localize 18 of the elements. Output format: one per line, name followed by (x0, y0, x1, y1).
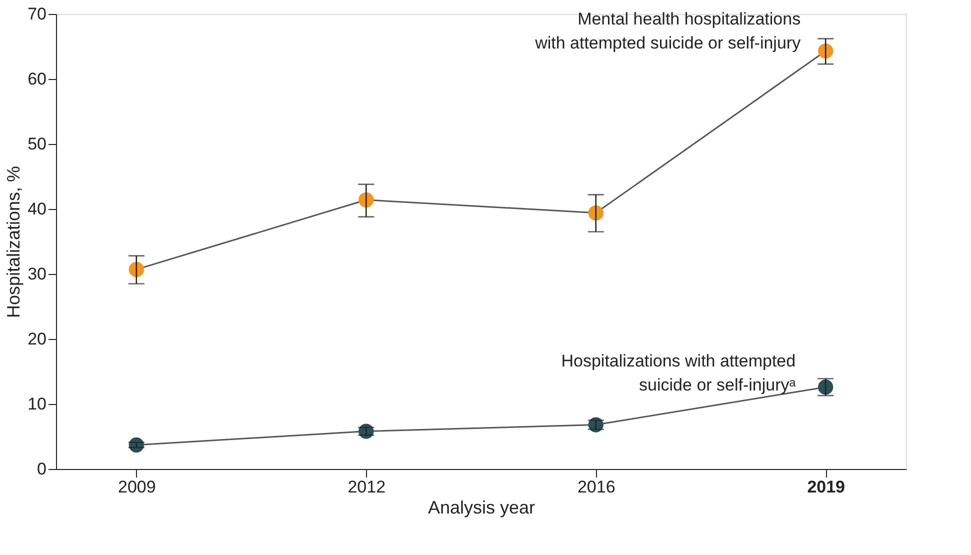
y-axis-title: Hospitalizations, % (4, 166, 24, 318)
y-tick-label: 0 (37, 460, 46, 478)
x-tick-label: 2009 (118, 478, 156, 496)
y-tick-label: 30 (28, 264, 46, 284)
x-axis-title: Analysis year (428, 498, 536, 518)
y-tick-label: 60 (28, 70, 46, 88)
series-label: Mental health hospitalizations with attempted suicide or self-injury (534, 10, 802, 53)
y-tick-label: 20 (28, 330, 46, 348)
x-tick-label: 2012 (348, 478, 386, 496)
point (818, 43, 834, 59)
x-tick-label: 2016 (577, 478, 616, 496)
y-tick-label: 10 (28, 394, 46, 414)
series-label: Hospitalizations with attempted suicide or self-injuryᵃ (561, 352, 796, 395)
y-tick-label: 70 (28, 4, 46, 24)
point (128, 262, 144, 278)
x-tick-label: 2019 (807, 478, 846, 496)
y-tick-label: 40 (28, 200, 46, 218)
y-tick-label: 50 (28, 134, 46, 154)
